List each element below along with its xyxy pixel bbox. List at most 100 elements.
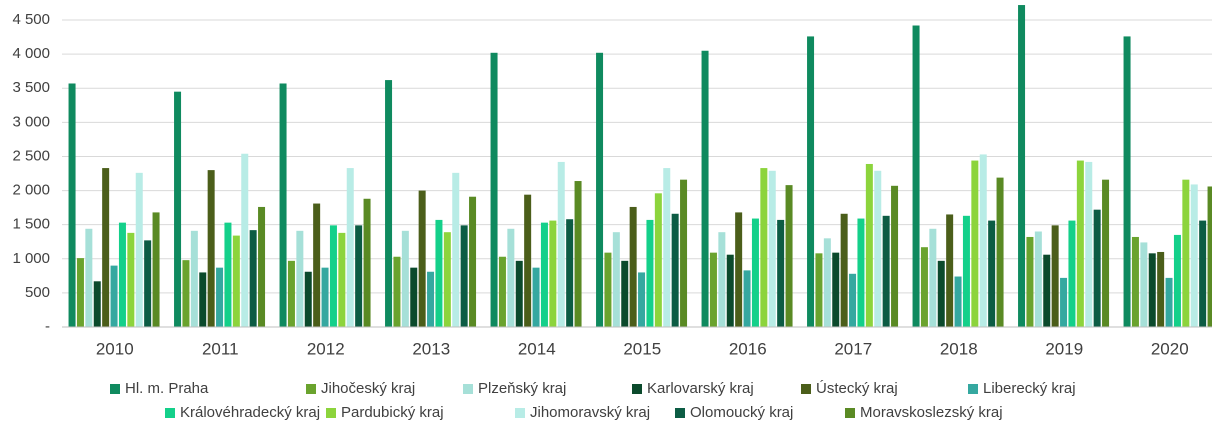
y-tick-label: 2 000: [12, 182, 50, 199]
bar: [182, 260, 190, 327]
bar: [929, 228, 937, 327]
bar: [304, 271, 312, 327]
y-tick-label: 2 500: [12, 147, 50, 164]
bar: [777, 219, 785, 327]
x-tick-label: 2015: [623, 339, 661, 358]
bar: [401, 230, 409, 327]
legend-label: Ústecký kraj: [816, 380, 898, 397]
bar: [355, 225, 363, 327]
legend-label: Moravskoslezský kraj: [860, 404, 1003, 421]
bar: [680, 179, 688, 327]
bar: [296, 230, 304, 327]
bar: [1165, 277, 1173, 327]
bar: [393, 256, 401, 327]
bar: [329, 225, 337, 327]
bar: [1123, 36, 1131, 327]
bar: [807, 36, 815, 327]
y-tick-label: 4 500: [12, 11, 50, 28]
bar: [735, 212, 743, 327]
bar: [646, 219, 654, 327]
bar: [418, 190, 426, 327]
legend-swatch: [632, 384, 642, 394]
legend-label: Jihočeský kraj: [321, 380, 415, 397]
legend-swatch: [968, 384, 978, 394]
bar: [85, 228, 93, 327]
bar: [612, 232, 620, 327]
bar: [68, 83, 76, 327]
bar: [1085, 161, 1093, 327]
y-tick-label: -: [45, 318, 50, 335]
bar: [1060, 277, 1068, 327]
bar: [498, 256, 506, 327]
bar: [840, 213, 848, 327]
bar: [865, 163, 873, 327]
bar: [249, 230, 257, 327]
bar: [874, 170, 882, 327]
bar: [937, 260, 945, 327]
bar: [287, 260, 295, 327]
bar: [621, 260, 629, 327]
legend-swatch: [110, 384, 120, 394]
bar: [1051, 225, 1059, 327]
bar: [76, 258, 84, 327]
bar: [760, 168, 768, 327]
bar: [224, 222, 232, 327]
bar: [93, 281, 101, 327]
bar: [988, 220, 996, 327]
legend-swatch: [306, 384, 316, 394]
legend-swatch: [463, 384, 473, 394]
y-tick-label: 1 500: [12, 216, 50, 233]
bar: [971, 160, 979, 327]
bar: [849, 273, 857, 327]
legend-label: Liberecký kraj: [983, 380, 1076, 397]
bar: [452, 172, 460, 327]
bar: [1148, 253, 1156, 327]
bar: [1093, 209, 1101, 327]
bar: [823, 238, 831, 327]
bar: [768, 170, 776, 327]
x-tick-label: 2019: [1045, 339, 1083, 358]
bar: [654, 193, 662, 327]
x-tick-label: 2013: [412, 339, 450, 358]
bar: [629, 206, 637, 327]
bar: [135, 172, 143, 327]
legend-label: Hl. m. Praha: [125, 380, 209, 397]
bar: [891, 185, 899, 327]
x-tick-label: 2011: [202, 339, 239, 358]
bar: [1190, 184, 1198, 327]
bar: [1026, 236, 1034, 327]
bar: [110, 265, 118, 327]
bar: [1207, 186, 1212, 327]
bar: [912, 25, 920, 328]
bar: [701, 50, 709, 327]
y-tick-label: 4 000: [12, 45, 50, 62]
bar: [1199, 220, 1207, 327]
bar: [490, 52, 498, 327]
bar: [1173, 234, 1181, 327]
bar: [785, 185, 793, 327]
legend-swatch: [165, 408, 175, 418]
x-tick-label: 2017: [834, 339, 872, 358]
x-tick-label: 2014: [518, 339, 556, 358]
bar: [996, 177, 1004, 327]
bar: [258, 206, 266, 327]
legend-swatch: [515, 408, 525, 418]
bar: [1043, 254, 1051, 327]
bar: [549, 220, 557, 327]
legend-label: Karlovarský kraj: [647, 380, 754, 397]
bar: [1034, 231, 1042, 327]
bar: [709, 252, 717, 327]
bar: [979, 154, 987, 327]
legend-swatch: [326, 408, 336, 418]
bar: [152, 212, 160, 327]
y-tick-label: 1 000: [12, 250, 50, 267]
bar: [515, 260, 523, 327]
y-tick-label: 3 000: [12, 113, 50, 130]
x-tick-label: 2018: [940, 339, 978, 358]
bar: [832, 252, 840, 327]
bar: [638, 272, 646, 327]
bar: [338, 232, 346, 327]
bar: [1018, 5, 1026, 327]
